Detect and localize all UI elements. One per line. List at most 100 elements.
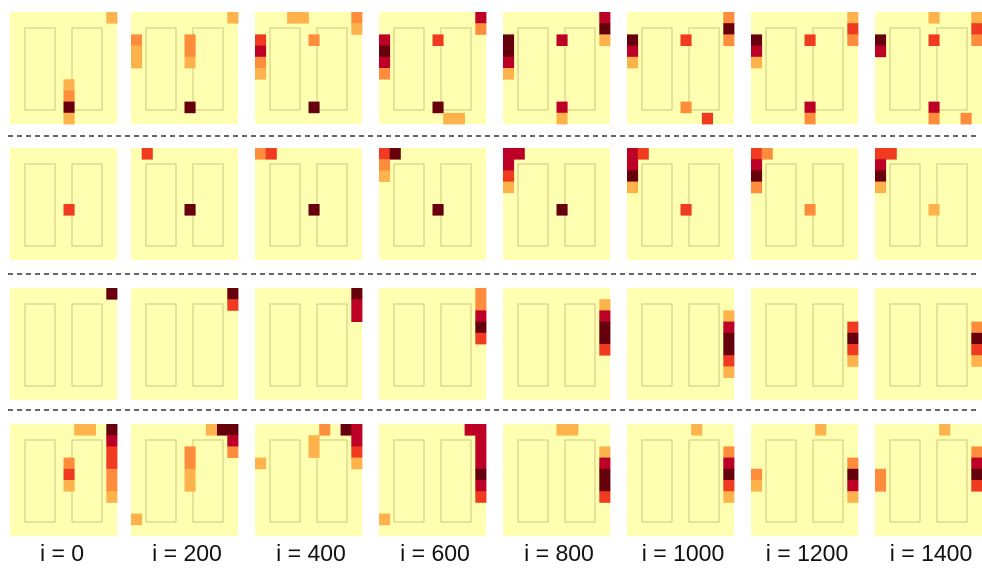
heat-cell	[928, 101, 940, 114]
heat-cell	[106, 288, 118, 300]
heat-cell	[255, 45, 267, 58]
right-region-outline	[812, 27, 844, 111]
heat-cell	[804, 112, 816, 125]
heat-cell	[63, 79, 75, 91]
left-region-outline	[145, 303, 177, 387]
heat-cell	[351, 23, 363, 35]
heat-cell	[627, 159, 639, 171]
heat-cell	[464, 424, 476, 436]
right-region-outline	[316, 439, 348, 523]
left-region-outline	[393, 303, 425, 387]
heatmap-panel-row3-col1	[10, 288, 118, 400]
heat-cell	[691, 424, 703, 436]
caption-i-1000: i = 1000	[641, 540, 725, 566]
heat-cell	[184, 34, 196, 46]
heat-cell	[971, 468, 982, 481]
panel-background	[751, 424, 858, 536]
heat-cell	[680, 34, 692, 46]
heat-cell	[928, 204, 940, 216]
left-region-outline	[889, 27, 921, 111]
right-region-outline	[936, 439, 968, 523]
panel-background	[503, 288, 610, 400]
right-region-outline	[688, 439, 720, 523]
heatmap-panel-row1-col1	[10, 12, 118, 125]
heat-cell	[875, 170, 887, 182]
heat-cell	[847, 457, 859, 470]
right-region-outline	[688, 27, 720, 111]
heat-cell	[351, 299, 363, 311]
panel-background	[379, 288, 486, 400]
heat-cell	[351, 457, 363, 470]
heat-cell	[513, 148, 525, 160]
left-region-outline	[145, 27, 177, 111]
left-region-outline	[393, 439, 425, 523]
heat-cell	[875, 468, 887, 481]
heat-cell	[751, 34, 763, 46]
heat-cell	[971, 34, 982, 46]
heat-cell	[131, 45, 143, 58]
heat-cell	[475, 23, 487, 35]
heat-cell	[599, 491, 611, 503]
heat-cell	[847, 480, 859, 492]
left-region-outline	[24, 303, 56, 387]
heat-cell	[875, 45, 887, 58]
panel-background	[627, 424, 734, 536]
heat-cell	[475, 468, 487, 481]
heat-cell	[205, 424, 217, 436]
heat-cell	[971, 480, 982, 492]
heat-cell	[875, 480, 887, 492]
heatmap-panel-row4-col4	[379, 424, 487, 536]
heat-cell	[599, 468, 611, 481]
heat-cell	[379, 170, 391, 182]
heatmap-panel-row2-col3	[255, 148, 362, 260]
heatmap-panel-row1-col5	[503, 12, 611, 125]
left-region-outline	[641, 303, 673, 387]
heat-cell	[627, 34, 639, 46]
heat-cell	[63, 457, 75, 470]
heat-cell	[475, 310, 487, 322]
heat-cell	[63, 112, 75, 125]
heat-cell	[847, 332, 859, 345]
panel-background	[255, 288, 362, 400]
heat-cell	[567, 424, 579, 436]
heat-cell	[379, 159, 391, 171]
heat-cell	[627, 148, 639, 160]
heat-cell	[184, 101, 196, 114]
panel-background	[379, 424, 486, 536]
heat-cell	[475, 424, 487, 436]
heat-cell	[761, 148, 773, 160]
panel-background	[503, 424, 610, 536]
heat-cell	[216, 424, 228, 436]
heat-cell	[379, 513, 391, 526]
heatmap-panel-row4-col5	[503, 424, 611, 536]
left-region-outline	[889, 303, 921, 387]
caption-i-200: i = 200	[152, 540, 222, 566]
heat-cell	[847, 491, 859, 503]
heat-cell	[255, 68, 267, 80]
left-region-outline	[269, 303, 301, 387]
heat-cell	[227, 288, 239, 300]
heat-cell	[184, 45, 196, 58]
panel-background	[10, 288, 117, 400]
heat-cell	[379, 34, 391, 46]
left-region-outline	[889, 163, 921, 247]
heat-cell	[875, 181, 887, 194]
heat-cell	[106, 435, 118, 447]
heatmap-panel-row1-col6	[627, 12, 735, 125]
left-region-outline	[269, 27, 301, 111]
heat-cell	[751, 56, 763, 69]
heat-cell	[227, 446, 239, 458]
heat-cell	[106, 480, 118, 492]
heat-cell	[379, 148, 391, 160]
heat-cell	[287, 12, 299, 24]
right-region-outline	[564, 303, 596, 387]
heat-cell	[751, 159, 763, 171]
heat-cell	[131, 34, 143, 46]
heatmap-panel-row1-col2	[131, 12, 239, 124]
left-region-outline	[641, 163, 673, 247]
heat-cell	[106, 424, 118, 436]
right-region-outline	[316, 27, 348, 111]
heat-cell	[928, 112, 940, 125]
heatmap-panel-row1-col4	[379, 12, 487, 125]
